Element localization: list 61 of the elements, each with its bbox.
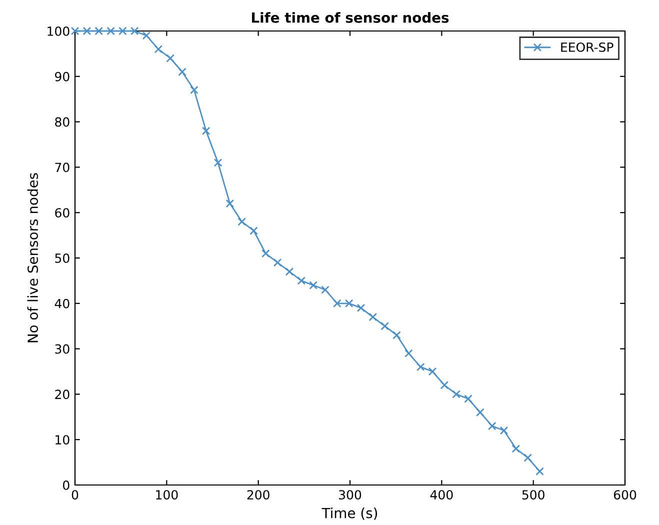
y-tick-label: 0 xyxy=(63,480,70,490)
point xyxy=(500,426,508,435)
point xyxy=(536,467,544,476)
point xyxy=(202,126,210,136)
point xyxy=(380,322,389,330)
y-tick-label: 90 xyxy=(55,72,70,82)
point xyxy=(142,31,151,40)
x-tick-label: 400 xyxy=(430,490,453,500)
y-tick-label: 30 xyxy=(55,344,70,354)
y-axis-title: No of live Sensors nodes xyxy=(27,173,38,342)
point xyxy=(440,380,449,390)
point xyxy=(333,299,342,308)
point xyxy=(404,349,413,358)
y-tick-label: 80 xyxy=(55,117,70,127)
y-tick-label: 10 xyxy=(56,435,70,445)
point xyxy=(130,26,139,36)
point xyxy=(285,267,294,276)
y-tick-label: 40 xyxy=(54,298,70,308)
point xyxy=(488,422,496,430)
point xyxy=(524,454,532,462)
point xyxy=(452,390,460,398)
x-tick-label: 0 xyxy=(72,490,78,500)
point xyxy=(250,226,258,235)
point xyxy=(166,54,174,62)
x-tick-label: 600 xyxy=(614,490,636,500)
point xyxy=(190,86,198,94)
point xyxy=(321,286,330,294)
point xyxy=(238,218,246,226)
chart-title: Life time of sensor nodes xyxy=(252,12,449,23)
y-tick-label: 100 xyxy=(48,26,70,36)
point xyxy=(214,158,222,167)
point xyxy=(368,312,378,322)
point xyxy=(356,304,366,312)
x-tick-label: 300 xyxy=(339,490,362,500)
point xyxy=(118,26,127,36)
y-tick-label: 50 xyxy=(55,253,70,263)
x-tick-label: 200 xyxy=(247,490,270,500)
point xyxy=(106,26,115,36)
x-tick-label: 500 xyxy=(522,490,544,500)
point xyxy=(178,68,186,76)
point xyxy=(297,276,306,285)
x-tick-label: 100 xyxy=(156,490,178,500)
point xyxy=(416,362,425,372)
point xyxy=(94,26,103,36)
point xyxy=(512,444,520,453)
point xyxy=(262,249,270,258)
point xyxy=(226,199,234,208)
y-tick-label: 60 xyxy=(55,208,70,218)
point xyxy=(392,331,401,340)
point xyxy=(273,258,282,267)
point xyxy=(428,367,437,376)
point xyxy=(154,44,163,54)
legend-label: EEOR-SP xyxy=(561,42,614,52)
y-tick-label: 20 xyxy=(55,390,70,400)
y-tick-label: 70 xyxy=(55,162,70,172)
point xyxy=(476,408,484,417)
point xyxy=(82,26,92,36)
x-axis-title: Time (s) xyxy=(322,508,378,520)
point xyxy=(344,299,354,308)
point xyxy=(309,281,318,290)
point xyxy=(464,394,472,403)
